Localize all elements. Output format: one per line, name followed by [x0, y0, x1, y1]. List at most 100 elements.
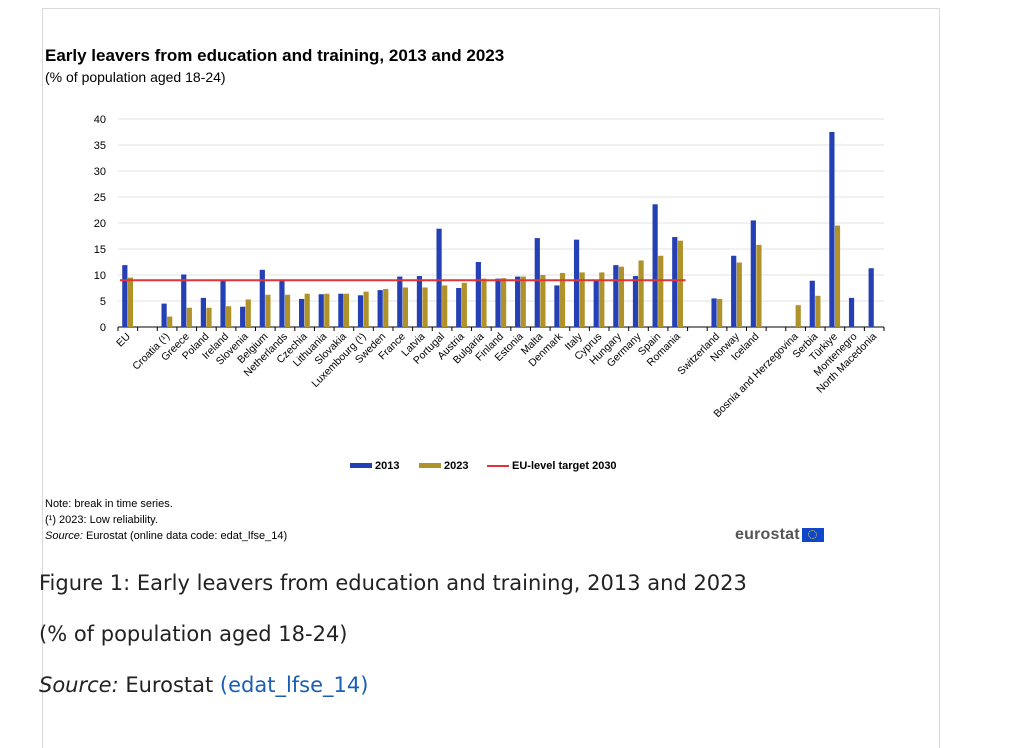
y-tick-label: 0	[100, 322, 106, 334]
bar-2013	[829, 132, 835, 327]
bar-2013	[554, 285, 560, 327]
bar-2023	[579, 272, 585, 327]
bar-2023	[186, 307, 192, 327]
bar-2023	[324, 293, 330, 327]
y-tick-label: 40	[94, 114, 106, 126]
bar-2023	[736, 262, 742, 327]
legend-label-2013: 2013	[375, 460, 399, 472]
figure-caption-source: Source: Eurostat (edat_lfse_14)	[39, 673, 368, 697]
bar-2023	[618, 266, 625, 327]
chart-title: Early leavers from education and trainin…	[45, 46, 505, 65]
source-data-link[interactable]: (edat_lfse_14)	[219, 673, 369, 697]
bar-2023	[540, 275, 546, 327]
bar-2013	[279, 280, 285, 327]
bar-2013	[534, 238, 540, 327]
figure-card	[42, 8, 940, 748]
bar-2013	[397, 276, 403, 327]
bar-2023	[599, 272, 605, 327]
bar-2013	[436, 228, 442, 327]
note-source: Source: Eurostat (online data code: edat…	[45, 528, 287, 544]
y-tick-label: 35	[94, 140, 106, 152]
note-source-label: Source:	[45, 530, 83, 542]
bar-2013	[632, 276, 639, 327]
legend-swatch-2023	[419, 463, 441, 468]
bar-2023	[638, 260, 644, 327]
bar-2013	[848, 297, 855, 327]
bar-2013	[377, 290, 383, 327]
y-tick-label: 5	[100, 296, 106, 308]
bar-2023	[206, 307, 212, 327]
bar-2023	[442, 285, 448, 327]
caption-source-label: Source:	[39, 673, 119, 697]
bar-2023	[815, 295, 821, 327]
bar-2013	[122, 265, 128, 327]
bar-2013	[868, 268, 874, 327]
bar-2023	[284, 294, 291, 327]
bar-2013	[338, 293, 344, 327]
bar-2013	[613, 265, 619, 327]
bar-2013	[711, 298, 717, 327]
bar-2023	[304, 293, 310, 327]
y-tick-label: 30	[94, 166, 106, 178]
bar-2023	[677, 240, 683, 327]
bar-2023	[756, 244, 762, 327]
figure-caption-subtitle: (% of population aged 18-24)	[39, 622, 348, 646]
bar-2023	[245, 299, 251, 327]
eurostat-logo-text: eurostat	[735, 526, 800, 543]
bar-2013	[750, 220, 756, 327]
bar-2023	[559, 272, 566, 327]
bar-2023	[383, 289, 389, 327]
y-tick-label: 20	[94, 218, 106, 230]
bar-2013	[161, 303, 167, 327]
bar-2013	[593, 279, 599, 327]
legend-label-target: EU-level target 2030	[512, 460, 617, 472]
bar-2023	[422, 287, 428, 327]
bar-2013	[515, 276, 521, 327]
bar-2023	[481, 278, 487, 327]
bar-2013	[259, 269, 265, 327]
note-break: Note: break in time series.	[45, 498, 173, 510]
bar-2023	[167, 316, 173, 327]
bar-2013	[200, 297, 206, 327]
bar-2013	[220, 280, 226, 327]
legend-swatch-2013	[350, 463, 372, 468]
y-tick-label: 10	[94, 270, 106, 282]
y-tick-label: 15	[94, 244, 106, 256]
bar-2013	[456, 288, 462, 327]
bar-2013	[475, 262, 481, 327]
bar-2013	[809, 280, 815, 327]
bar-2023	[402, 287, 408, 327]
eurostat-logo: eurostat	[735, 526, 824, 544]
bar-2023	[501, 278, 507, 327]
bar-2023	[343, 293, 350, 327]
bar-2013	[357, 295, 364, 327]
figure-caption-title: Figure 1: Early leavers from education a…	[39, 571, 747, 595]
bar-2023	[461, 282, 467, 327]
bar-2013	[240, 306, 246, 327]
bar-2013	[495, 278, 501, 327]
bar-2023	[658, 255, 664, 327]
bar-2013	[318, 294, 324, 327]
chart-subtitle: (% of population aged 18-24)	[45, 69, 226, 85]
eu-flag-icon	[801, 528, 824, 542]
note-source-text: Eurostat (online data code: edat_lfse_14…	[82, 530, 288, 542]
y-tick-label: 25	[94, 192, 106, 204]
bar-2013	[652, 204, 658, 327]
bar-2023	[717, 298, 723, 327]
bar-2023	[834, 225, 841, 327]
bar-2023	[363, 291, 369, 327]
bar-2023	[127, 277, 134, 327]
bar-2013	[298, 298, 305, 327]
bar-2013	[181, 274, 187, 327]
legend-label-2023: 2023	[444, 460, 468, 472]
bar-2013	[731, 255, 737, 327]
note-reliability: (¹) 2023: Low reliability.	[45, 514, 158, 526]
x-tick-label: EU	[114, 331, 133, 350]
chart-notes: Note: break in time series. (¹) 2023: Lo…	[45, 496, 287, 544]
bar-2023	[265, 294, 271, 327]
bar-2013	[672, 237, 678, 327]
caption-source-text: Eurostat	[118, 673, 220, 697]
bar-2023	[226, 306, 232, 327]
bar-2023	[520, 276, 526, 327]
